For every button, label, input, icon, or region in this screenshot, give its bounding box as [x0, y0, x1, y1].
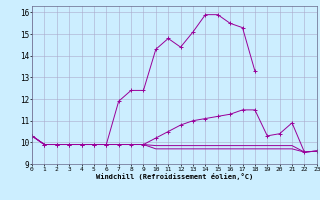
X-axis label: Windchill (Refroidissement éolien,°C): Windchill (Refroidissement éolien,°C)	[96, 173, 253, 180]
